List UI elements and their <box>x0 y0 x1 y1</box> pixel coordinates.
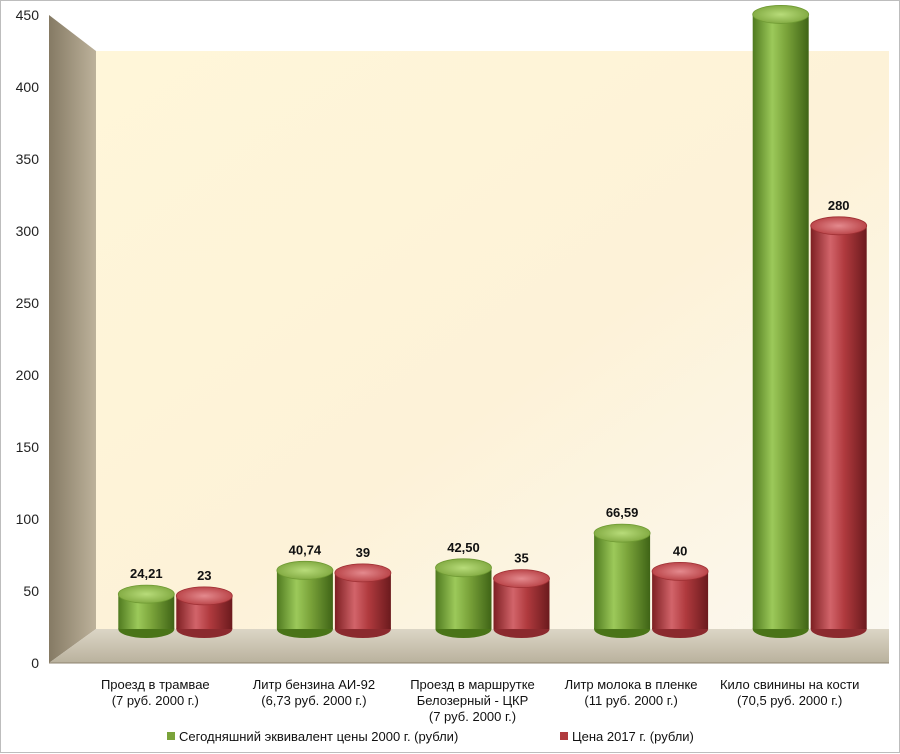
bar-price-2017-4 <box>652 562 708 638</box>
data-label: 42,50 <box>447 540 480 555</box>
bar-top <box>652 562 708 580</box>
y-tick-label: 250 <box>16 295 40 311</box>
bar-top <box>811 217 867 235</box>
x-category-line: Белозерный - ЦКР <box>417 693 529 708</box>
bar-top <box>753 5 809 23</box>
legend: Сегодняшний эквивалент цены 2000 г. (руб… <box>167 729 694 744</box>
legend-swatch <box>167 732 175 740</box>
bar-equivalent-2000-2 <box>277 561 333 638</box>
x-category-line: (6,73 руб. 2000 г.) <box>261 693 366 708</box>
data-label: 66,59 <box>606 505 639 520</box>
x-category-line: Проезд в трамвае <box>101 677 210 692</box>
bar-body <box>594 533 650 629</box>
bar-top <box>594 524 650 542</box>
legend-label: Цена 2017 г. (рубли) <box>572 729 694 744</box>
y-axis: 0 50 100 150 200 250 300 350 400 450 <box>16 7 40 671</box>
y-tick-label: 100 <box>16 511 40 527</box>
data-label: 35 <box>514 551 528 566</box>
bar-equivalent-2000-4 <box>594 524 650 638</box>
x-category-line: Кило свинины на кости <box>720 677 859 692</box>
chart-side-wall <box>49 15 96 663</box>
data-label: 280 <box>828 198 850 213</box>
bar-body <box>811 226 867 629</box>
y-tick-label: 350 <box>16 151 40 167</box>
bar-price-2017-2 <box>335 564 391 638</box>
y-tick-label: 150 <box>16 439 40 455</box>
x-axis: Проезд в трамвае(7 руб. 2000 г.)Литр бен… <box>101 677 859 724</box>
bar-top <box>118 585 174 603</box>
x-category-label: Проезд в трамвае(7 руб. 2000 г.) <box>101 677 210 708</box>
x-category-label: Литр бензина АИ-92(6,73 руб. 2000 г.) <box>253 677 375 708</box>
bar-top <box>436 559 492 577</box>
bar-top <box>176 587 232 605</box>
legend-label: Сегодняшний эквивалент цены 2000 г. (руб… <box>179 729 458 744</box>
bar-equivalent-2000-5 <box>753 5 809 638</box>
data-label: 24,21 <box>130 566 163 581</box>
bar-top <box>494 570 550 588</box>
y-tick-label: 50 <box>23 583 39 599</box>
x-category-label: Литр молока в пленке(11 руб. 2000 г.) <box>565 677 698 708</box>
x-category-line: Литр бензина АИ-92 <box>253 677 375 692</box>
x-category-label: Кило свинины на кости(70,5 руб. 2000 г.) <box>720 677 859 708</box>
y-tick-label: 400 <box>16 79 40 95</box>
x-category-line: (7 руб. 2000 г.) <box>429 709 516 724</box>
data-label: 40 <box>673 543 687 558</box>
bar-equivalent-2000-1 <box>118 585 174 638</box>
data-label: 40,74 <box>289 542 322 557</box>
y-tick-label: 300 <box>16 223 40 239</box>
x-category-line: Литр молока в пленке <box>565 677 698 692</box>
data-label: 39 <box>356 545 370 560</box>
data-label: 23 <box>197 568 211 583</box>
x-category-line: (7 руб. 2000 г.) <box>112 693 199 708</box>
y-tick-label: 450 <box>16 7 40 23</box>
bar-top <box>277 561 333 579</box>
y-tick-label: 0 <box>31 655 39 671</box>
bar-price-2017-5 <box>811 217 867 638</box>
bar-price-2017-3 <box>494 570 550 638</box>
x-category-line: Проезд в маршрутке <box>410 677 535 692</box>
bar-top <box>335 564 391 582</box>
bar-body <box>753 14 809 629</box>
bar-equivalent-2000-3 <box>436 559 492 638</box>
bar-price-2017-1 <box>176 587 232 638</box>
x-category-line: (70,5 руб. 2000 г.) <box>737 693 842 708</box>
legend-swatch <box>560 732 568 740</box>
y-tick-label: 200 <box>16 367 40 383</box>
x-category-line: (11 руб. 2000 г.) <box>584 693 677 708</box>
